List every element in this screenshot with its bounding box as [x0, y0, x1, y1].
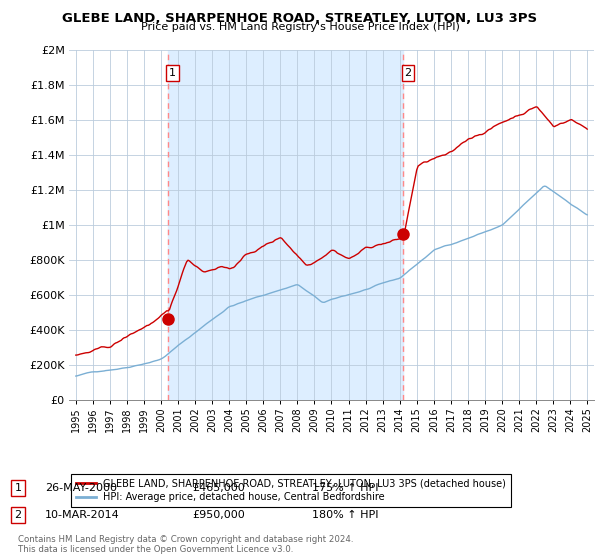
Text: £950,000: £950,000	[192, 510, 245, 520]
Text: 1: 1	[14, 483, 22, 493]
Text: 1: 1	[169, 68, 176, 78]
Text: 10-MAR-2014: 10-MAR-2014	[45, 510, 120, 520]
Text: 2: 2	[14, 510, 22, 520]
Text: GLEBE LAND, SHARPENHOE ROAD, STREATLEY, LUTON, LU3 3PS: GLEBE LAND, SHARPENHOE ROAD, STREATLEY, …	[62, 12, 538, 25]
Legend: GLEBE LAND, SHARPENHOE ROAD, STREATLEY, LUTON, LU3 3PS (detached house), HPI: Av: GLEBE LAND, SHARPENHOE ROAD, STREATLEY, …	[71, 474, 511, 507]
Text: £465,000: £465,000	[192, 483, 245, 493]
Text: 2: 2	[404, 68, 412, 78]
Text: Contains HM Land Registry data © Crown copyright and database right 2024.
This d: Contains HM Land Registry data © Crown c…	[18, 535, 353, 554]
Text: 180% ↑ HPI: 180% ↑ HPI	[312, 510, 379, 520]
Text: 26-MAY-2000: 26-MAY-2000	[45, 483, 117, 493]
Text: 175% ↑ HPI: 175% ↑ HPI	[312, 483, 379, 493]
Bar	[167, 50, 403, 400]
Text: Price paid vs. HM Land Registry's House Price Index (HPI): Price paid vs. HM Land Registry's House …	[140, 22, 460, 32]
